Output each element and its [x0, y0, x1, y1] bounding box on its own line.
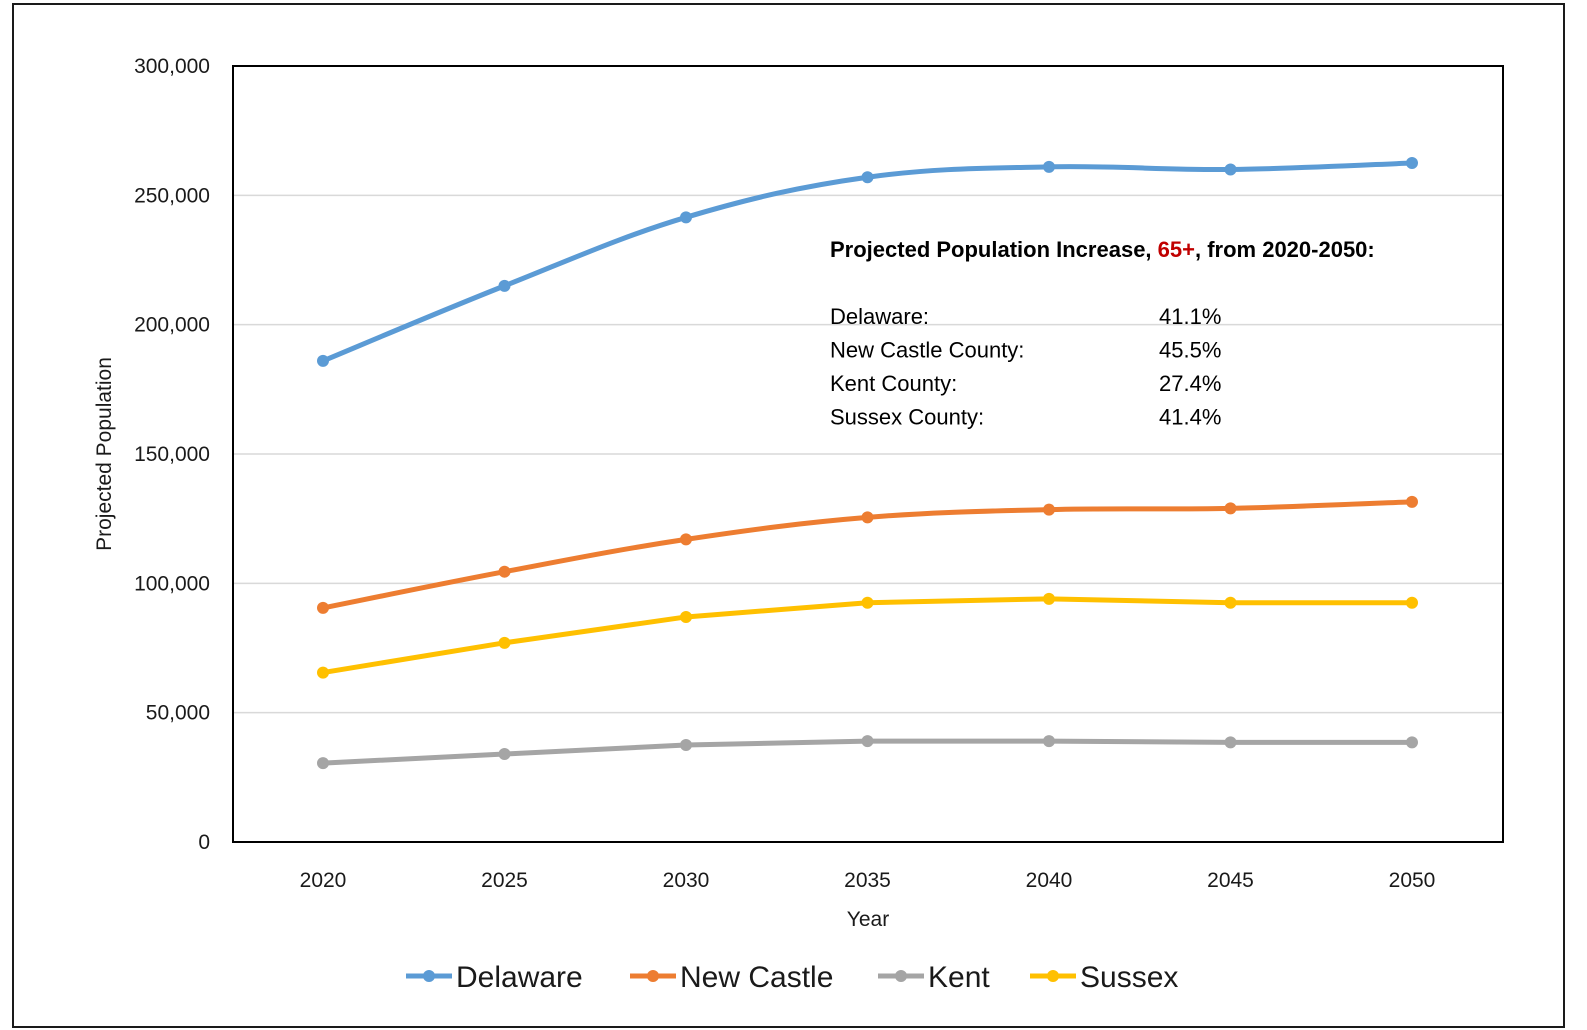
data-point — [680, 610, 692, 623]
series-sussex — [317, 592, 1418, 679]
data-point — [861, 596, 874, 609]
y-tick-label: 300,000 — [134, 55, 210, 78]
data-point — [1406, 495, 1418, 508]
data-point — [861, 735, 874, 748]
gridlines — [233, 194, 1503, 714]
y-tick-label: 50,000 — [146, 702, 210, 725]
legend-swatch-marker — [423, 970, 435, 982]
series-kent — [317, 735, 1418, 770]
x-tick-label: 2050 — [1389, 869, 1436, 892]
annotation-title-suffix: , from 2020-2050: — [1195, 237, 1375, 262]
data-point — [861, 171, 874, 184]
legend-item-delaware: Delaware — [406, 961, 583, 994]
y-tick-label: 250,000 — [134, 184, 210, 207]
x-axis-ticks: 2020 2025 2030 2035 2040 2045 2050 — [300, 869, 1436, 892]
data-point — [680, 739, 692, 751]
y-tick-label: 150,000 — [134, 443, 210, 466]
y-tick-label: 100,000 — [134, 572, 210, 595]
y-tick-label: 200,000 — [134, 314, 210, 337]
data-point — [1224, 502, 1237, 515]
legend: Delaware New Castle Kent Sussex — [406, 961, 1178, 994]
x-tick-label: 2045 — [1207, 869, 1254, 892]
data-point — [317, 757, 329, 770]
plot-area-border — [232, 65, 1504, 843]
y-tick-label: 0 — [198, 831, 210, 854]
data-point — [498, 636, 511, 649]
annotation-rows: Delaware: 41.1% New Castle County: 45.5% Ken… — [830, 304, 1221, 430]
annotation-title-prefix: Projected Population Increase, — [830, 237, 1158, 262]
data-point — [498, 748, 511, 761]
chart-frame — [12, 3, 1565, 1028]
data-point — [680, 533, 692, 546]
data-point — [498, 279, 511, 292]
annotation-row-label: New Castle County: — [830, 338, 1024, 363]
x-tick-label: 2030 — [663, 869, 710, 892]
data-point — [317, 666, 329, 679]
legend-item-sussex: Sussex — [1030, 961, 1178, 994]
series-new-castle — [317, 495, 1418, 614]
data-point — [1224, 736, 1237, 749]
data-point — [498, 565, 511, 578]
legend-label: New Castle — [680, 961, 833, 994]
data-point — [1224, 163, 1237, 176]
legend-label: Kent — [928, 961, 990, 994]
annotation-title: Projected Population Increase, 65+, from… — [830, 237, 1375, 262]
data-point — [680, 211, 692, 224]
x-axis-title: Year — [847, 908, 889, 931]
legend-swatch-marker — [895, 970, 907, 982]
y-axis-title: Projected Population — [93, 357, 116, 551]
annotation-row-value: 27.4% — [1159, 371, 1221, 396]
annotation-row-label: Sussex County: — [830, 405, 984, 430]
x-tick-label: 2040 — [1026, 869, 1073, 892]
data-point — [1406, 157, 1418, 169]
data-point — [1043, 503, 1055, 516]
data-point — [1043, 160, 1055, 173]
legend-item-kent: Kent — [878, 961, 990, 994]
legend-swatch-marker — [1047, 970, 1059, 982]
x-tick-label: 2035 — [844, 869, 891, 892]
annotation-title-highlight: 65+ — [1158, 237, 1195, 262]
annotation-row-label: Kent County: — [830, 371, 957, 396]
legend-item-new-castle: New Castle — [630, 961, 833, 994]
annotation-box: Projected Population Increase, 65+, from… — [830, 237, 1375, 430]
series-delaware — [317, 157, 1418, 367]
legend-swatch-marker — [647, 970, 659, 982]
annotation-row-value: 45.5% — [1159, 338, 1221, 363]
data-point — [1043, 592, 1055, 605]
data-point — [1406, 736, 1418, 749]
series-lines — [317, 157, 1418, 770]
data-point — [1406, 596, 1418, 609]
data-point — [1224, 596, 1237, 609]
annotation-row-value: 41.1% — [1159, 304, 1221, 329]
y-axis-ticks: 0 50,000 100,000 150,000 200,000 250,000 300,0… — [134, 55, 210, 854]
x-tick-label: 2025 — [481, 869, 528, 892]
series-line-sussex — [320, 596, 1415, 676]
data-point — [1043, 735, 1055, 748]
data-point — [317, 601, 329, 614]
data-point — [317, 354, 329, 367]
legend-label: Sussex — [1080, 961, 1178, 994]
annotation-row-value: 41.4% — [1159, 405, 1221, 430]
x-tick-label: 2020 — [300, 869, 347, 892]
data-point — [861, 511, 874, 524]
annotation-row-label: Delaware: — [830, 304, 929, 329]
legend-label: Delaware — [456, 961, 583, 994]
